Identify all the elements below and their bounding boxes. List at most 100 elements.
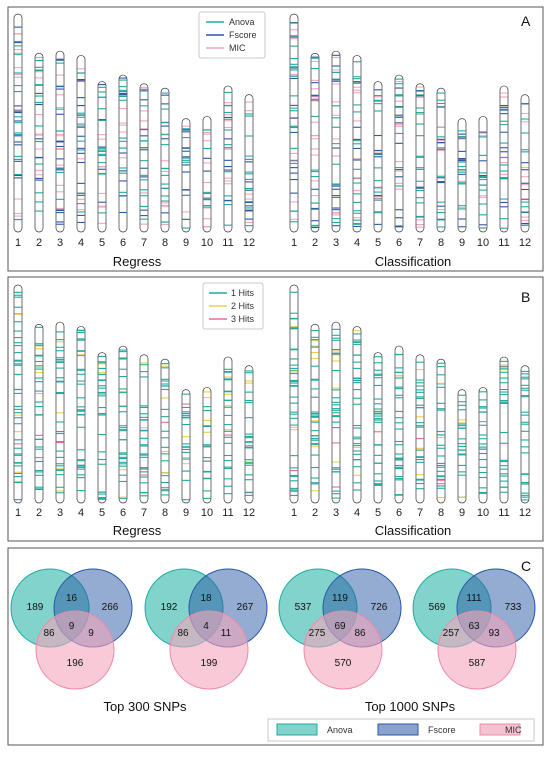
chromosome-4: 4 [76, 326, 86, 519]
venn-count-fscore-only: 267 [237, 602, 254, 613]
venn-circle-mic [169, 610, 249, 690]
venn-count-fscore-mic: 93 [488, 628, 500, 639]
venn-count-all: 63 [468, 621, 480, 632]
venn-circle-mic [437, 610, 517, 690]
venn-count-anova-fscore: 111 [466, 593, 482, 604]
chromosome-11: 11 [498, 356, 510, 519]
panel-a-frame [7, 6, 544, 272]
chromosome-7: 7 [139, 354, 149, 519]
chromosome-1: 1 [13, 13, 23, 249]
chromosome-label: 11 [498, 507, 509, 519]
venn-count-fscore-mic: 11 [221, 628, 232, 639]
chromosome-12: 12 [243, 94, 255, 249]
caption-top-300-snps: Top 300 SNPs [103, 699, 187, 714]
panel-c-legend: Anova Fscore MIC [267, 718, 535, 742]
panel-b-frame [7, 276, 544, 542]
chromosome-outline [202, 116, 212, 233]
chromosome-outline [331, 50, 341, 233]
chromosome-8: 8 [160, 87, 170, 249]
chromosome-label: 12 [519, 507, 531, 519]
legend-box [198, 11, 266, 59]
panel-c-letter: C [521, 558, 531, 574]
panel-b-legend: 1 Hits 2 Hits 3 Hits [202, 282, 264, 330]
chromosome-outline [499, 356, 509, 504]
venn-diagram-3: 537 726 570 119 275 86 69 [278, 568, 402, 690]
venn-diagram-2: 192 267 199 18 86 11 4 [144, 568, 268, 690]
caption-top-1000-snps: Top 1000 SNPs [365, 699, 456, 714]
chromosome-8: 8 [160, 358, 170, 519]
chromosome-outline [244, 94, 254, 233]
chromosome-label: 1 [15, 507, 21, 519]
chromosome-4: 4 [352, 326, 362, 519]
legend-swatch-mic [479, 723, 521, 736]
chromosome-label: 8 [438, 507, 444, 519]
venn-count-mic-only: 587 [469, 658, 486, 669]
chromosome-12: 12 [243, 365, 255, 519]
panel-a: A 1 2 3 4 5 6 7 8 9 10 11 12 1 2 3 4 5 6 7 8 9 10 11 12 Anova F… [7, 6, 544, 272]
chromosome-11: 11 [222, 85, 234, 249]
chromosome-1: 1 [289, 13, 299, 249]
chromosome-label: 8 [438, 237, 444, 249]
chromosome-label: 7 [417, 237, 423, 249]
legend-label-fscore: Fscore [428, 725, 456, 735]
chromosome-label: 7 [141, 507, 147, 519]
venn-count-anova-only: 537 [295, 602, 312, 613]
chromosome-9: 9 [181, 389, 191, 519]
venn-count-anova-only: 569 [429, 602, 446, 613]
chromosome-8: 8 [436, 87, 446, 249]
venn-circle-mic [303, 610, 383, 690]
chromosome-outline [457, 118, 467, 233]
venn-count-fscore-mic: 86 [354, 628, 366, 639]
venn-count-anova-mic: 86 [177, 628, 189, 639]
legend-label-anova: Anova [229, 17, 255, 27]
venn-count-anova-mic: 86 [43, 628, 55, 639]
chromosome-outline [310, 52, 320, 233]
venn-circle-mic [35, 610, 115, 690]
venn-count-anova-only: 189 [27, 602, 44, 613]
venn-count-fscore-mic: 9 [88, 628, 94, 639]
group-label-regress: Regress [113, 523, 162, 538]
chromosome-outline [13, 284, 23, 504]
legend-label-fscore: Fscore [229, 30, 257, 40]
chromosome-label: 1 [291, 237, 297, 249]
chromosome-label: 4 [354, 507, 360, 519]
chromosome-outline [97, 352, 107, 504]
chromosome-label: 12 [243, 237, 255, 249]
chromosome-10: 10 [477, 116, 489, 249]
chromosome-label: 4 [354, 237, 360, 249]
chromosome-2: 2 [310, 52, 320, 249]
chromosome-5: 5 [373, 81, 383, 249]
chromosome-label: 9 [183, 507, 189, 519]
chromosome-7: 7 [415, 354, 425, 519]
venn-count-mic-only: 199 [201, 658, 218, 669]
venn-count-anova-only: 192 [161, 602, 178, 613]
venn-count-anova-fscore: 18 [200, 593, 212, 604]
legend-label-1-hits: 1 Hits [231, 288, 255, 298]
chromosome-label: 11 [222, 237, 233, 249]
chromosome-label: 2 [312, 237, 318, 249]
panel-b-ideograms: 1 2 3 4 5 6 7 8 9 10 11 12 1 2 3 4 5 6 7 8 9 10 11 12 [13, 284, 531, 519]
chromosome-label: 9 [459, 507, 465, 519]
chromosome-outline [415, 83, 425, 233]
venn-count-anova-fscore: 16 [66, 593, 78, 604]
venn-count-anova-fscore: 119 [332, 593, 348, 604]
chromosome-label: 5 [375, 237, 381, 249]
chromosome-10: 10 [477, 387, 489, 519]
chromosome-label: 9 [183, 237, 189, 249]
panel-a-legend: Anova Fscore MIC [198, 11, 266, 59]
venn-count-anova-mic: 257 [443, 628, 460, 639]
chromosome-label: 4 [78, 507, 84, 519]
chromosome-label: 10 [201, 507, 213, 519]
chromosome-label: 6 [120, 507, 126, 519]
chromosome-label: 5 [99, 237, 105, 249]
chromosome-label: 8 [162, 507, 168, 519]
legend-swatch-fscore [377, 723, 419, 736]
venn-count-fscore-only: 266 [102, 602, 119, 613]
chromosome-8: 8 [436, 358, 446, 519]
chromosome-label: 12 [243, 507, 255, 519]
chromosome-11: 11 [222, 356, 234, 519]
venn-count-mic-only: 570 [335, 658, 352, 669]
chromosome-label: 3 [333, 507, 339, 519]
chromosome-6: 6 [118, 345, 128, 519]
